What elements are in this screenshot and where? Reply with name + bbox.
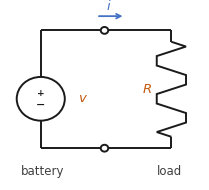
Text: load: load	[157, 165, 182, 178]
Circle shape	[101, 145, 108, 152]
Text: $v$: $v$	[78, 92, 88, 105]
Text: battery: battery	[21, 165, 65, 178]
Text: $i$: $i$	[106, 0, 111, 13]
Text: −: −	[36, 100, 45, 109]
Circle shape	[101, 27, 108, 34]
Text: +: +	[37, 89, 45, 98]
Text: $R$: $R$	[142, 83, 152, 96]
